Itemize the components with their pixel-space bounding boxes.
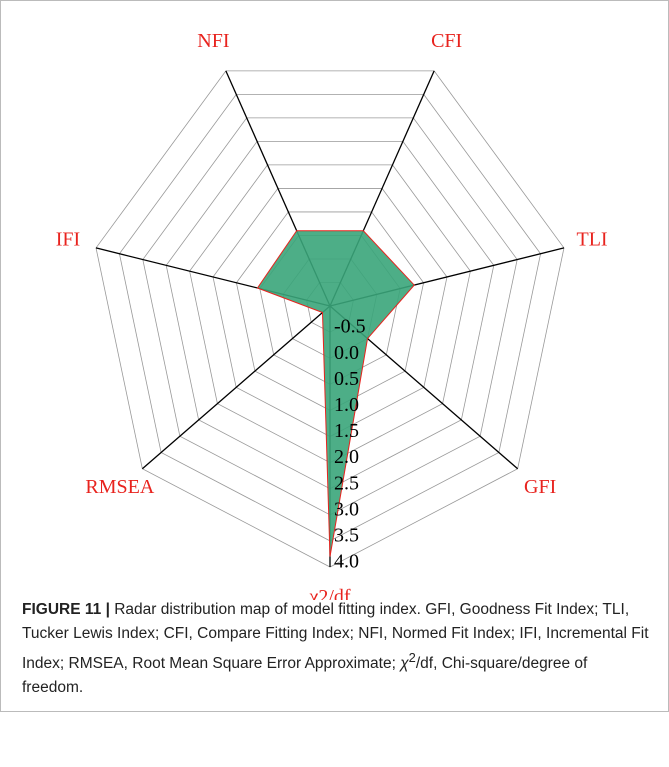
category-label: χ2/df [308,586,350,600]
r-tick-label: 1.5 [334,420,359,442]
separator: | [105,601,110,618]
r-tick-label: 0.5 [334,368,359,390]
grid-ring [118,93,542,542]
grid-ring [189,164,471,464]
r-tick-label: -0.5 [334,316,366,338]
category-label: GFI [524,476,556,498]
caption-chi: χ [400,655,409,673]
r-tick-label: 3.0 [334,498,359,520]
category-label: TLI [577,229,608,251]
category-label: IFI [56,229,80,251]
caption-sup: 2 [408,650,416,665]
r-tick-label: 1.0 [334,394,359,416]
category-label: NFI [197,30,229,52]
category-label: RMSEA [85,476,154,498]
grid-ring [95,70,565,568]
r-tick-label: 2.0 [334,446,359,468]
r-tick-label: 3.5 [334,524,359,546]
grid-ring [165,140,495,490]
grid-ring [212,188,448,437]
caption-text: /df, Chi-square/degree of freedom. [22,655,588,697]
category-label: CFI [431,30,462,52]
grid-ring [142,117,518,516]
chart: CFI TLI GFI χ2/df RMSEA IFI NFI -0.5 0.0 0.5 1.0 1.… [56,30,608,600]
caption-text: Radar distribution map of model fitting … [22,601,649,673]
radar-area [256,230,415,557]
axis-line [141,305,331,470]
r-tick-label: 2.5 [334,472,359,494]
figure-label: FIGURE 11 [22,601,102,618]
caption: FIGURE 11 | Radar distribution map of mo… [22,598,652,700]
r-tick-label: 4.0 [334,551,359,573]
r-tick-label: 0.0 [334,342,359,364]
grid-ring [235,211,425,411]
